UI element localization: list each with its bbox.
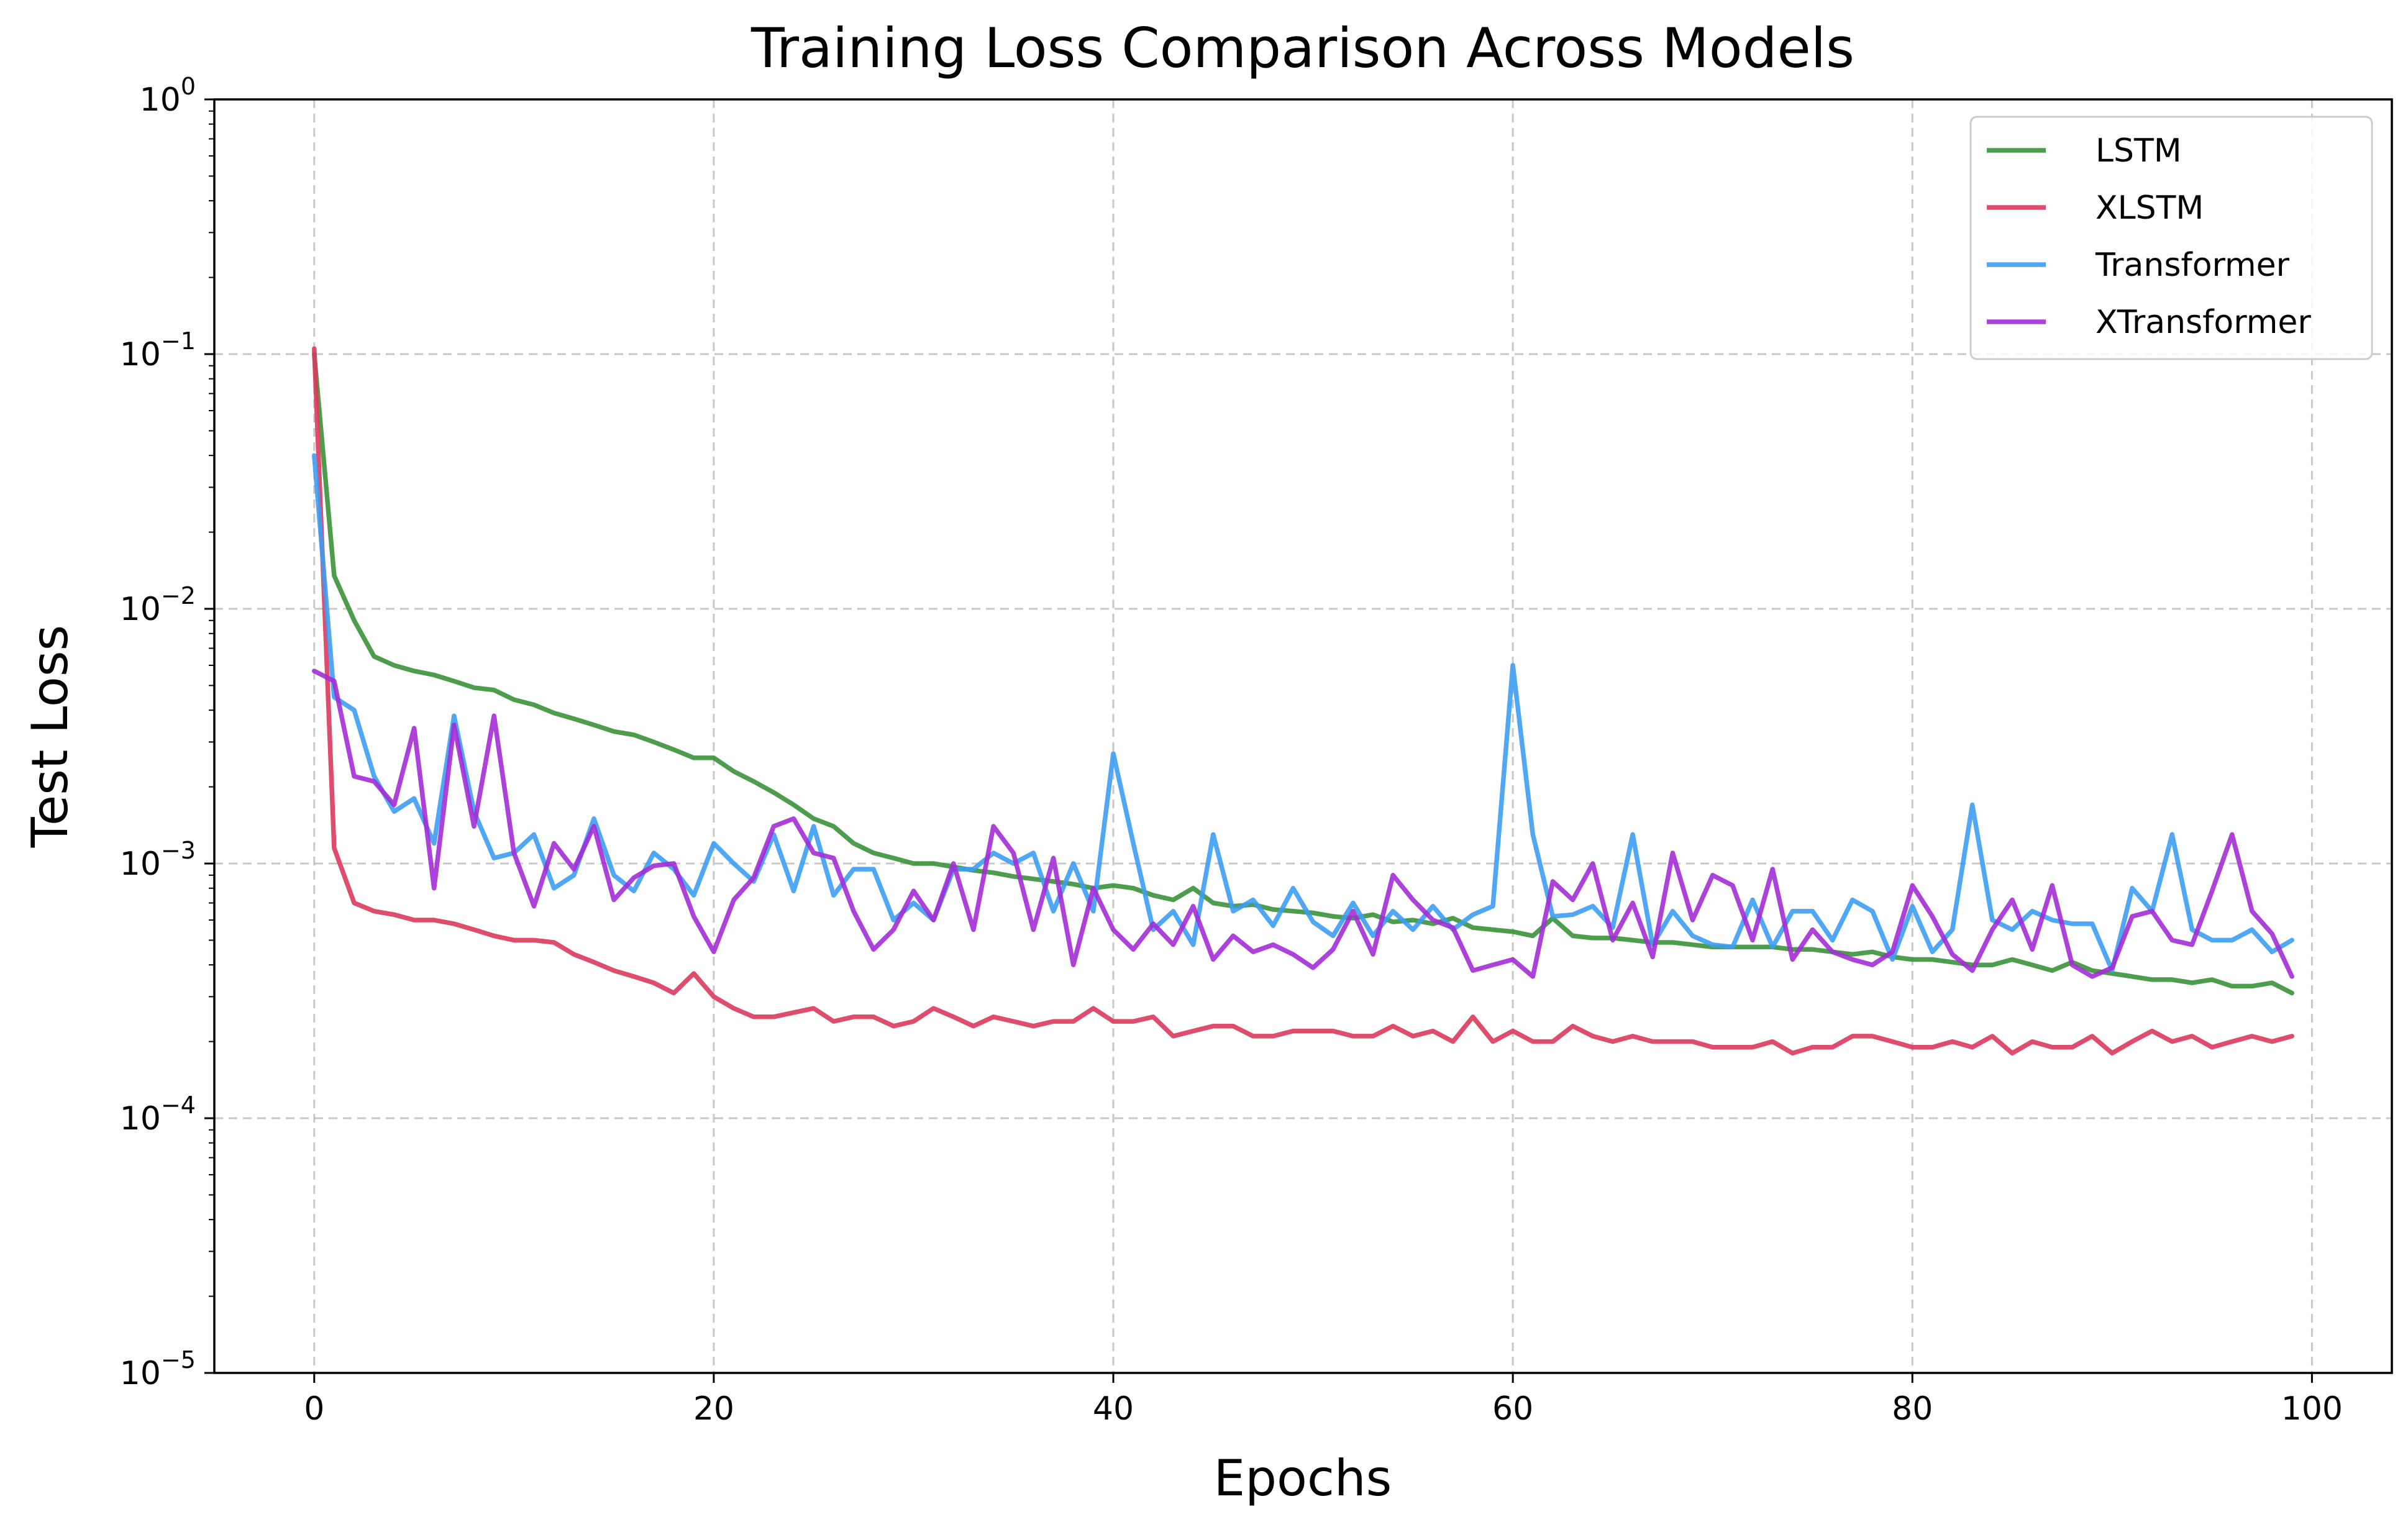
legend: LSTM XLSTM Transformer XTransformer xyxy=(1969,116,2373,360)
x-tick-label: 100 xyxy=(2281,1390,2343,1428)
y-axis-label: Test Loss xyxy=(21,625,79,848)
x-tick-label: 60 xyxy=(1492,1390,1533,1428)
legend-label-transformer: Transformer xyxy=(2095,247,2290,284)
chart-title: Training Loss Comparison Across Models xyxy=(750,16,1854,80)
x-tick-label: 0 xyxy=(304,1390,324,1428)
x-tick-label: 40 xyxy=(1093,1390,1134,1428)
legend-label-lstm: LSTM xyxy=(2096,132,2182,170)
legend-label-xtransformer: XTransformer xyxy=(2096,304,2311,341)
legend-box xyxy=(1969,116,2373,360)
plot-frame xyxy=(213,98,2393,1374)
series-line-xlstm xyxy=(312,346,2294,1056)
series-layer xyxy=(312,346,2294,1056)
x-axis-label: Epochs xyxy=(1214,1449,1392,1507)
x-tick-label: 20 xyxy=(693,1390,734,1428)
legend-label-xlstm: XLSTM xyxy=(2096,189,2204,227)
series-line-xtransformer xyxy=(312,668,2294,979)
x-tick-label: 80 xyxy=(1892,1390,1933,1428)
x-axis: 0 20 40 60 80 100 xyxy=(304,1373,2343,1428)
